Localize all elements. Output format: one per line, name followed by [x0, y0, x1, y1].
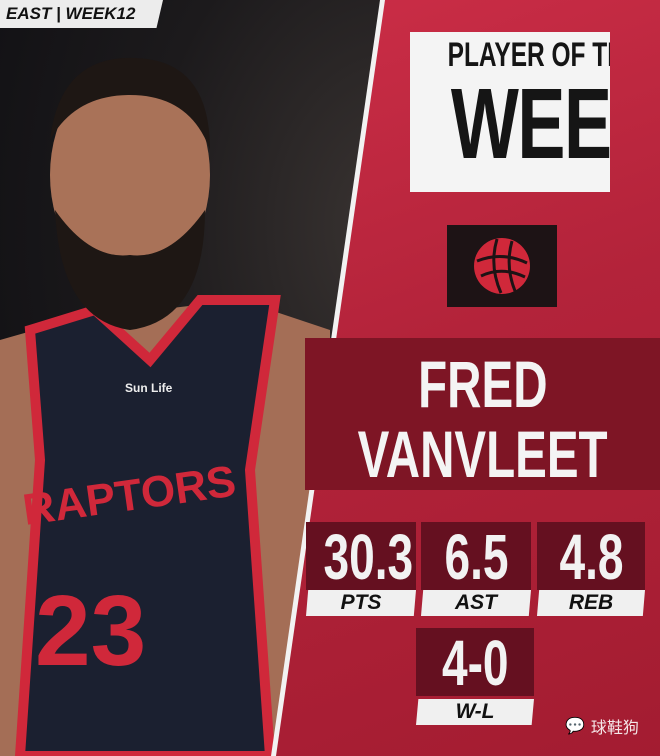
stat-label: AST [421, 590, 531, 616]
title-line1: PLAYER OF THE [447, 36, 610, 74]
jersey-number-text: 23 [35, 575, 146, 687]
stat-value: 4-0 [441, 628, 509, 696]
stat-ast: 6.5 AST [421, 522, 531, 616]
stat-value: 30.3 [323, 522, 414, 590]
stat-reb: 4.8 REB [537, 522, 645, 616]
stat-value: 4.8 [558, 522, 624, 590]
watermark: 💬 球鞋狗 [565, 714, 639, 738]
player-name-band: FRED VANVLEET [305, 338, 660, 490]
stat-label: W-L [416, 699, 534, 725]
title-line2: WEEK [450, 68, 610, 180]
stat-win-loss: 4-0 W-L [416, 628, 534, 725]
player-first-name: FRED [417, 347, 548, 421]
player-of-the-week-title: PLAYER OF THE WEEK [410, 32, 610, 192]
watermark-text: 球鞋狗 [590, 720, 639, 737]
wechat-icon: 💬 [565, 718, 585, 735]
stat-value: 6.5 [443, 522, 509, 590]
stat-label: PTS [306, 590, 416, 616]
raptors-logo-icon [447, 225, 557, 307]
conference-week-text: EAST | WEEK12 [6, 4, 136, 23]
player-last-name: VANVLEET [357, 417, 608, 491]
stat-label: REB [537, 590, 645, 616]
jersey-sponsor-text: Sun Life [125, 381, 173, 395]
conference-week-tag: EAST | WEEK12 [0, 0, 163, 28]
stat-pts: 30.3 PTS [306, 522, 416, 616]
